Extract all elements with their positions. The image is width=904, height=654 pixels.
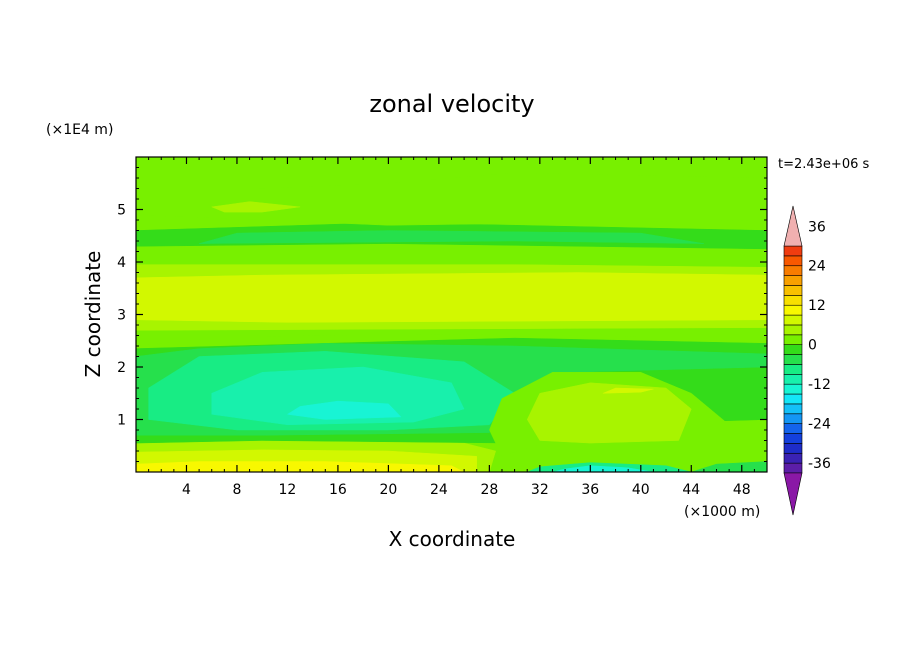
colorbar-bin (783, 304, 803, 316)
colorbar-bin (783, 255, 803, 267)
x-tick-label: 20 (379, 482, 397, 498)
colorbar-bin (783, 344, 803, 355)
time-label: t=2.43e+06 s (778, 157, 870, 172)
colorbar: 36 24 12 0 -12 -24 -36 (783, 205, 831, 516)
y-tick-label: 4 (117, 255, 126, 271)
colorbar-tick-label: 24 (808, 259, 826, 275)
contour-region (210, 201, 301, 213)
contour-region (136, 461, 465, 472)
x-tick-label: 28 (480, 482, 498, 498)
colorbar-tick-label: -12 (808, 377, 831, 393)
y-tick-label: 5 (117, 203, 126, 219)
contour-region (136, 272, 767, 323)
colorbar-bin (783, 433, 803, 444)
y-tick-label: 2 (117, 360, 126, 376)
x-scale-label: (×1000 m) (684, 504, 760, 520)
colorbar-tick-label: 36 (808, 219, 826, 235)
colorbar-bin (783, 245, 803, 257)
colorbar-bin (783, 285, 803, 296)
contour-region (136, 172, 767, 226)
colorbar-bin (783, 364, 803, 375)
x-axis: 4 8 12 16 20 24 28 32 36 40 44 48 (148, 157, 755, 498)
colorbar-bin (783, 443, 803, 454)
y-axis-label: Z coordinate (81, 251, 105, 378)
colorbar-tick-label: 12 (808, 298, 826, 314)
colorbar-bin (783, 393, 803, 405)
contour-region (199, 230, 704, 244)
colorbar-bin (783, 334, 803, 345)
colorbar-extend-low (783, 472, 803, 516)
x-tick-label: 8 (232, 482, 241, 498)
colorbar-bin (783, 374, 803, 385)
x-tick-label: 12 (279, 482, 297, 498)
chart-title: zonal velocity (369, 90, 534, 118)
contour-field (136, 157, 767, 472)
y-scale-label: (×1E4 m) (46, 122, 113, 138)
colorbar-tick-label: -36 (808, 456, 831, 472)
x-tick-label: 24 (430, 482, 448, 498)
colorbar-bin (783, 314, 803, 326)
colorbar-bin (783, 462, 803, 474)
colorbar-bin (783, 452, 803, 464)
x-tick-label: 44 (682, 482, 700, 498)
x-tick-label: 40 (632, 482, 650, 498)
colorbar-bin (783, 423, 803, 434)
colorbar-tick-label: -24 (808, 417, 831, 433)
x-tick-label: 32 (531, 482, 549, 498)
x-tick-label: 48 (733, 482, 751, 498)
contour-region (211, 366, 465, 426)
colorbar-bin (783, 324, 803, 336)
colorbar-bin (783, 265, 803, 276)
contour-region (602, 387, 654, 394)
colorbar-bin (783, 383, 803, 395)
y-tick-label: 3 (117, 308, 126, 324)
y-tick-label: 1 (117, 413, 126, 429)
contour-region (691, 461, 767, 472)
x-axis-label: X coordinate (389, 527, 516, 551)
contour-region (286, 400, 402, 420)
colorbar-bin (783, 413, 803, 424)
colorbar-bin (783, 354, 803, 365)
y-axis: 1 2 3 4 5 (117, 167, 767, 462)
colorbar-tick-label: 0 (808, 338, 817, 354)
colorbar-extend-high (783, 205, 803, 247)
contour-region (526, 382, 692, 444)
colorbar-bin (783, 275, 803, 286)
colorbar-bin (783, 403, 803, 415)
x-tick-label: 16 (329, 482, 347, 498)
x-tick-label: 36 (581, 482, 599, 498)
x-tick-label: 4 (182, 482, 191, 498)
colorbar-bin (783, 295, 803, 306)
